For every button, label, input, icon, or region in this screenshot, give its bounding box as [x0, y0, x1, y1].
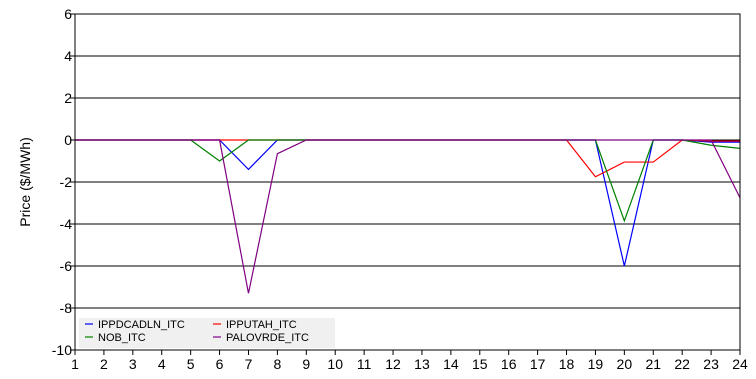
y-tick-label: -8	[60, 300, 73, 316]
x-tick-label: 2	[100, 356, 108, 372]
series-line-NOB_ITC	[75, 139, 741, 223]
legend-box	[79, 318, 335, 348]
x-tick-label: 12	[385, 356, 401, 372]
y-tick-label: 0	[64, 132, 72, 148]
y-axis-ticks: 6 4 2 0 -2 -4 -6 -8 -10	[52, 6, 75, 358]
legend-entry: PALOVRDE_ITC	[226, 332, 309, 344]
x-tick-label: 9	[302, 356, 310, 372]
series-line-PALOVRDE_ITC	[75, 139, 741, 294]
y-tick-label: 6	[64, 6, 72, 22]
x-tick-label: 7	[245, 356, 253, 372]
gridlines	[75, 13, 740, 351]
y-tick-label: -6	[60, 258, 73, 274]
x-tick-label: 8	[273, 356, 281, 372]
series-lines	[75, 139, 741, 294]
x-tick-label: 3	[129, 356, 137, 372]
x-tick-label: 4	[158, 356, 166, 372]
series-line-IPPDCADLN_ITC	[75, 139, 740, 267]
y-tick-label: -10	[52, 342, 72, 358]
series-line-IPPUTAH_ITC	[75, 139, 740, 178]
y-tick-label: 4	[64, 48, 72, 64]
x-axis-ticks: 1 2 3 4 5 6 7 8 9 10 11 12 13 14 15 16 17 18 19 20 21 22 23 24	[71, 350, 748, 372]
x-tick-label: 5	[187, 356, 195, 372]
x-tick-label: 10	[327, 356, 343, 372]
x-tick-label: 11	[357, 356, 372, 372]
legend-entry: NOB_ITC	[98, 332, 146, 344]
legend-entry: IPPUTAH_ITC	[226, 319, 297, 331]
x-tick-label: 16	[501, 356, 517, 372]
x-tick-label: 21	[645, 356, 661, 372]
x-tick-label: 15	[472, 356, 488, 372]
x-tick-label: 20	[617, 356, 633, 372]
x-tick-label: 19	[588, 356, 604, 372]
y-tick-label: 2	[64, 90, 72, 106]
plot-frame	[74, 13, 741, 351]
y-tick-label: -2	[60, 174, 73, 190]
x-tick-label: 18	[559, 356, 575, 372]
x-tick-label: 13	[414, 356, 430, 372]
x-tick-label: 14	[443, 356, 459, 372]
x-tick-label: 17	[530, 356, 546, 372]
legend: IPPDCADLN_ITC IPPUTAH_ITC NOB_ITC PALOVRDE_…	[79, 318, 335, 348]
y-tick-label: -4	[60, 216, 73, 232]
y-axis-label: Price ($/MWh)	[17, 137, 33, 226]
x-tick-label: 23	[703, 356, 719, 372]
legend-entry: IPPDCADLN_ITC	[98, 319, 185, 331]
x-tick-label: 22	[674, 356, 690, 372]
x-tick-label: 24	[732, 356, 748, 372]
x-tick-label: 1	[71, 356, 79, 372]
x-tick-label: 6	[216, 356, 224, 372]
